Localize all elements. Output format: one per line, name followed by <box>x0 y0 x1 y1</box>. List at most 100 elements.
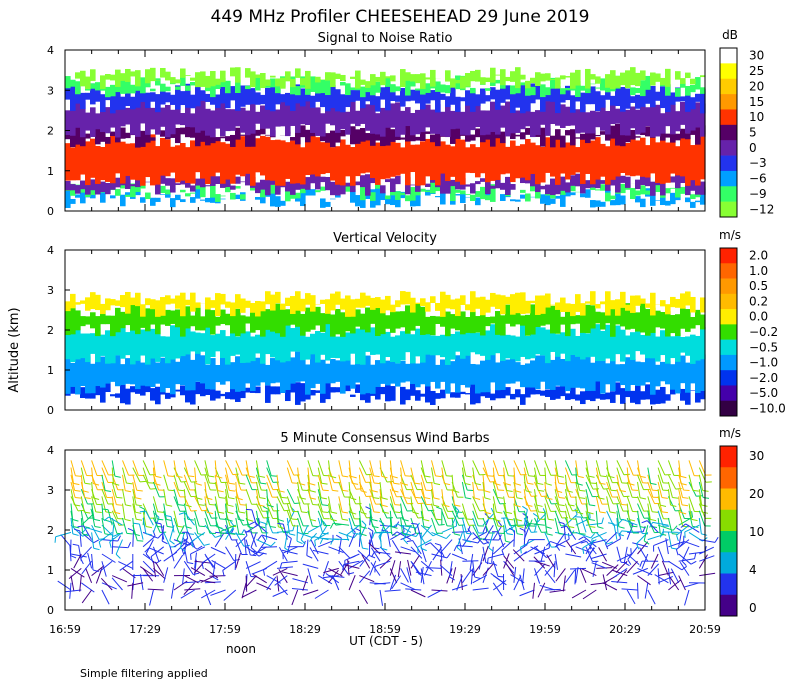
wind-barb <box>70 517 74 534</box>
field-cell <box>470 310 476 334</box>
field-cell <box>555 103 561 126</box>
wind-barb <box>111 460 116 477</box>
wind-barb-flag <box>167 475 174 477</box>
wind-barb <box>461 517 468 534</box>
field-cell <box>255 111 261 124</box>
colorbar-label: 5 <box>749 126 757 140</box>
field-cell <box>700 390 706 400</box>
field-cell <box>200 100 206 131</box>
field-cell <box>580 181 586 194</box>
wind-barb-flag <box>682 497 689 499</box>
wind-barb-flag <box>369 555 376 559</box>
wind-barb <box>562 575 566 592</box>
wind-barb <box>386 530 391 547</box>
wind-barb <box>503 496 507 513</box>
wind-barb <box>55 531 72 538</box>
field-cell <box>610 352 616 392</box>
wind-barb <box>626 503 630 520</box>
field-cell <box>540 102 546 125</box>
wind-barb <box>513 467 516 484</box>
field-cell <box>445 294 451 309</box>
field-cell <box>370 364 376 394</box>
field-cell <box>210 358 216 390</box>
wind-barb <box>554 467 560 484</box>
wind-barb <box>374 551 391 555</box>
y-tick-label: 2 <box>47 125 54 138</box>
field-cell <box>450 392 456 398</box>
field-cell <box>215 94 221 109</box>
wind-barb <box>214 496 219 513</box>
wind-barb-flag <box>330 518 337 522</box>
field-cell <box>565 88 571 91</box>
wind-barb <box>472 517 479 534</box>
field-cell <box>135 175 141 188</box>
field-cell <box>665 103 671 127</box>
field-cell <box>270 294 276 311</box>
field-cell <box>270 184 276 194</box>
field-cell <box>650 85 656 108</box>
field-cell <box>455 138 461 182</box>
field-cell <box>515 199 521 202</box>
field-cell <box>505 296 511 305</box>
field-cell <box>610 125 616 139</box>
wind-barb-flag <box>587 511 594 515</box>
wind-barb <box>194 532 205 546</box>
wind-barb <box>318 540 334 548</box>
field-cell <box>690 145 696 181</box>
field-cell <box>520 82 526 86</box>
wind-barb <box>132 460 139 476</box>
field-cell <box>260 123 266 135</box>
field-cell <box>425 302 431 312</box>
field-cell <box>240 356 246 391</box>
wind-barb-flag <box>676 535 679 542</box>
field-cell <box>465 324 471 356</box>
wind-barb-flag <box>155 522 162 525</box>
field-cell <box>105 136 111 144</box>
wind-barb-flag <box>127 541 132 548</box>
wind-barb <box>307 568 313 584</box>
field-cell <box>220 293 226 305</box>
wind-barb-flag <box>425 489 432 492</box>
wind-barb-flag <box>650 518 657 522</box>
field-cell <box>225 183 231 193</box>
wind-barb <box>575 460 579 477</box>
field-cell <box>260 135 266 176</box>
field-cell <box>255 357 261 386</box>
field-cell <box>605 110 611 135</box>
field-cell <box>485 88 491 91</box>
field-cell <box>535 295 541 315</box>
field-cell <box>410 334 416 364</box>
wind-barb <box>70 503 74 520</box>
wind-barb <box>472 481 475 498</box>
field-cell <box>420 306 426 335</box>
wind-barb-flag <box>166 518 173 522</box>
field-cell <box>385 77 391 87</box>
field-cell <box>235 176 241 184</box>
field-layer-9 <box>75 67 706 90</box>
field-cell <box>305 88 311 95</box>
field-cell <box>400 386 406 405</box>
field-cell <box>485 195 491 201</box>
wind-barb-flag <box>73 528 81 532</box>
colorbar-swatch <box>720 78 737 95</box>
x-tick-label: 17:59 <box>209 623 241 636</box>
wind-barb <box>698 517 702 534</box>
wind-barb <box>245 503 248 520</box>
wind-barb <box>111 577 123 591</box>
wind-barb <box>170 516 175 533</box>
wind-barb-flag <box>424 475 431 478</box>
y-tick-label: 4 <box>47 244 54 257</box>
field-cell <box>590 200 596 208</box>
wind-barb <box>621 530 638 533</box>
field-cell <box>145 138 151 178</box>
field-cell <box>110 195 116 199</box>
field-cell <box>130 108 136 135</box>
wind-barb <box>91 496 97 512</box>
wind-barb <box>441 539 453 552</box>
field-cell <box>330 130 336 148</box>
field-cell <box>590 323 596 357</box>
field-cell <box>335 387 341 393</box>
field-cell <box>555 305 561 334</box>
field-cell <box>225 177 231 188</box>
field-cell <box>350 90 356 102</box>
